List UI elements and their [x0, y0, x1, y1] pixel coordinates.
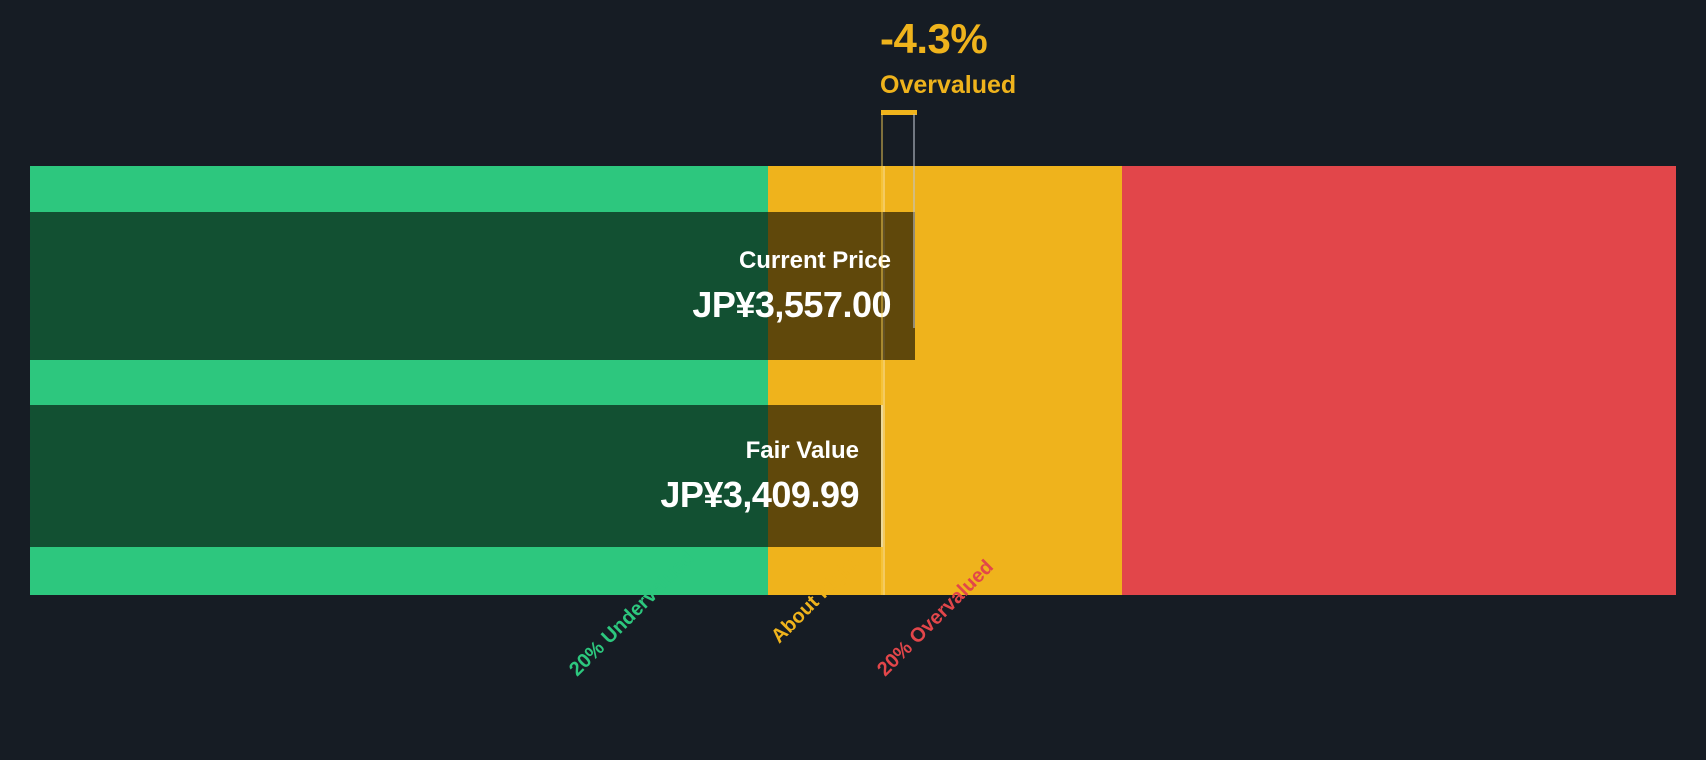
valuation-callout: -4.3% Overvalued [880, 18, 1240, 98]
valuation-percent: -4.3% [880, 15, 988, 62]
bar-current-price-value: JP¥3,557.00 [692, 284, 891, 325]
current-price-box-right-edge [913, 114, 915, 328]
bar-fair-value-value: JP¥3,409.99 [660, 474, 859, 515]
bar-current-price-title: Current Price [738, 247, 891, 274]
bar-current-price: Current Price JP¥3,557.00 [30, 212, 915, 360]
zone-overvalued [1122, 166, 1676, 595]
bar-fair-value-edge [881, 405, 883, 547]
valuation-status-label: Overvalued [880, 71, 1017, 99]
chart-plot-area: Current Price JP¥3,557.00 Fair Value JP¥… [30, 166, 1676, 595]
bar-fair-value-title: Fair Value [745, 437, 859, 464]
current-price-marker-line [881, 114, 883, 595]
bar-fair-value: Fair Value JP¥3,409.99 [30, 405, 883, 547]
current-price-marker-cap [881, 110, 917, 115]
axis-tick-about-right [883, 166, 885, 595]
